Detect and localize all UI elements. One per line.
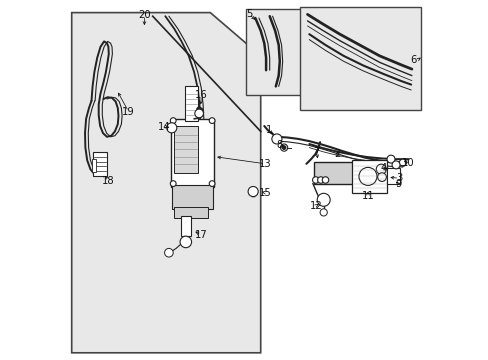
Text: 16: 16 — [195, 90, 207, 100]
Polygon shape — [72, 13, 260, 353]
FancyBboxPatch shape — [300, 7, 420, 110]
Text: 1: 1 — [265, 125, 272, 135]
Circle shape — [320, 209, 326, 216]
Text: 4: 4 — [380, 163, 386, 174]
Text: 9: 9 — [395, 179, 401, 189]
Circle shape — [280, 144, 287, 151]
Text: 7: 7 — [313, 147, 319, 157]
FancyBboxPatch shape — [93, 152, 107, 176]
Circle shape — [194, 109, 203, 118]
Text: 14: 14 — [158, 122, 170, 132]
Circle shape — [282, 146, 285, 149]
FancyBboxPatch shape — [92, 159, 96, 172]
FancyBboxPatch shape — [174, 126, 197, 173]
Circle shape — [399, 159, 406, 166]
FancyBboxPatch shape — [170, 119, 213, 187]
Text: 15: 15 — [259, 188, 271, 198]
Text: 3: 3 — [395, 173, 402, 183]
Text: 2: 2 — [333, 149, 340, 159]
FancyBboxPatch shape — [174, 207, 208, 218]
FancyBboxPatch shape — [171, 185, 213, 209]
Circle shape — [322, 177, 328, 183]
Text: 13: 13 — [259, 159, 271, 169]
Text: 8: 8 — [276, 140, 283, 150]
Text: 10: 10 — [401, 158, 414, 168]
FancyBboxPatch shape — [246, 9, 305, 95]
FancyBboxPatch shape — [386, 168, 400, 184]
Text: 6: 6 — [409, 55, 416, 66]
Circle shape — [375, 164, 386, 174]
Circle shape — [386, 155, 394, 163]
Text: 17: 17 — [195, 230, 207, 240]
FancyBboxPatch shape — [185, 86, 197, 121]
Circle shape — [377, 173, 386, 181]
Circle shape — [209, 181, 215, 186]
FancyBboxPatch shape — [181, 216, 190, 236]
Circle shape — [180, 236, 191, 248]
Text: 11: 11 — [361, 191, 374, 201]
Circle shape — [271, 134, 282, 144]
Circle shape — [391, 161, 399, 169]
Circle shape — [317, 193, 329, 206]
Circle shape — [164, 248, 173, 257]
Text: 18: 18 — [102, 176, 115, 186]
FancyBboxPatch shape — [313, 162, 354, 184]
Circle shape — [170, 181, 176, 186]
Circle shape — [312, 177, 318, 183]
Text: 20: 20 — [138, 10, 150, 21]
Circle shape — [170, 118, 176, 123]
Circle shape — [317, 177, 324, 183]
FancyBboxPatch shape — [352, 160, 386, 193]
Circle shape — [166, 123, 177, 133]
Circle shape — [358, 167, 376, 185]
Circle shape — [247, 186, 258, 197]
Text: 5: 5 — [245, 9, 252, 19]
Text: 12: 12 — [309, 201, 322, 211]
Circle shape — [209, 118, 215, 123]
Text: 19: 19 — [122, 107, 135, 117]
